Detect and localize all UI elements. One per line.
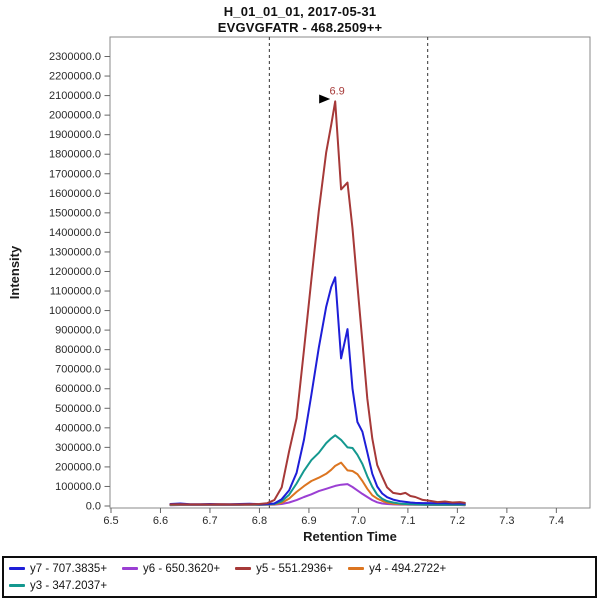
- y-tick-label: 900000.0: [55, 325, 101, 337]
- legend-swatch-y3: [9, 584, 25, 587]
- y-tick-label: 1200000.0: [49, 266, 101, 278]
- x-tick-label: 7.0: [351, 515, 366, 527]
- y-tick-label: 1300000.0: [49, 246, 101, 258]
- y-tick-label: 1400000.0: [49, 227, 101, 239]
- legend-swatch-y4: [348, 567, 365, 570]
- legend-item-y7: y7 - 707.3835+: [9, 563, 107, 575]
- legend-swatch-y7: [9, 567, 25, 570]
- peak-rt-annotation[interactable]: 6.9: [330, 85, 345, 97]
- y-axis-label: Intensity: [7, 245, 22, 299]
- legend: y7 - 707.3835+ y6 - 650.3620+ y5 - 551.293…: [2, 556, 597, 598]
- x-axis-label: Retention Time: [303, 529, 397, 544]
- legend-row: y7 - 707.3835+ y6 - 650.3620+ y5 - 551.293…: [9, 560, 595, 577]
- x-tick-label: 6.5: [103, 515, 118, 527]
- y-tick-label: 1000000.0: [49, 305, 101, 317]
- y-tick-label: 1900000.0: [49, 129, 101, 141]
- legend-label-y7: y7 - 707.3835+: [30, 562, 108, 575]
- y-tick-label: 100000.0: [55, 481, 101, 493]
- chart-title: H_01_01_01, 2017-05-31: [223, 4, 377, 19]
- x-tick-label: 6.9: [301, 515, 316, 527]
- y-tick-label: 400000.0: [55, 422, 101, 434]
- chromatogram-traces: [169, 100, 466, 507]
- x-axis-ticks: 6.5 6.6 6.7 6.8 6.9 7.0 7.1 7.2 7.3 7.4: [103, 508, 564, 527]
- x-tick-label: 7.4: [549, 515, 564, 527]
- x-tick-label: 7.2: [450, 515, 465, 527]
- y-tick-label: 2000000.0: [49, 110, 101, 122]
- legend-label-y3: y3 - 347.2037+: [30, 579, 108, 592]
- legend-item-y4: y4 - 494.2722+: [348, 563, 446, 575]
- y-tick-label: 800000.0: [55, 344, 101, 356]
- best-peak-arrow-icon[interactable]: [319, 94, 331, 104]
- trace-y5: [169, 100, 466, 506]
- y-tick-label: 1700000.0: [49, 168, 101, 180]
- legend-item-y6: y6 - 650.3620+: [122, 563, 220, 575]
- y-tick-label: 0.0: [86, 501, 101, 513]
- x-tick-label: 6.8: [252, 515, 267, 527]
- legend-row: y3 - 347.2037+: [9, 577, 595, 594]
- y-axis-ticks: 0.0 100000.0 200000.0 300000.0 400000.0 50000…: [49, 51, 110, 513]
- y-tick-label: 1100000.0: [50, 286, 101, 298]
- y-tick-label: 2200000.0: [49, 71, 101, 83]
- legend-label-y5: y5 - 551.2936+: [256, 562, 334, 575]
- y-tick-label: 1800000.0: [49, 149, 101, 161]
- y-tick-label: 300000.0: [55, 442, 101, 454]
- legend-item-y3: y3 - 347.2037+: [9, 580, 107, 592]
- legend-swatch-y6: [122, 567, 139, 570]
- legend-label-y6: y6 - 650.3620+: [143, 562, 221, 575]
- y-tick-label: 500000.0: [55, 403, 101, 415]
- y-tick-label: 2100000.0: [49, 90, 101, 102]
- y-tick-label: 1600000.0: [49, 188, 101, 200]
- peak-boundaries[interactable]: [268, 37, 429, 508]
- y-tick-label: 2300000.0: [49, 51, 101, 63]
- plot-border: [109, 36, 591, 509]
- x-tick-label: 7.1: [400, 515, 415, 527]
- y-tick-label: 1500000.0: [49, 207, 101, 219]
- legend-label-y4: y4 - 494.2722+: [369, 562, 447, 575]
- chart-subtitle: EVGVGFATR - 468.2509++: [217, 20, 383, 35]
- x-tick-label: 6.6: [153, 515, 168, 527]
- legend-item-y5: y5 - 551.2936+: [235, 563, 333, 575]
- y-tick-label: 200000.0: [55, 461, 101, 473]
- x-tick-label: 6.7: [202, 515, 217, 527]
- y-tick-label: 700000.0: [55, 364, 101, 376]
- y-tick-label: 600000.0: [55, 383, 101, 395]
- legend-swatch-y5: [235, 567, 252, 570]
- x-tick-label: 7.3: [499, 515, 514, 527]
- peak-annotation[interactable]: 6.9: [319, 85, 345, 104]
